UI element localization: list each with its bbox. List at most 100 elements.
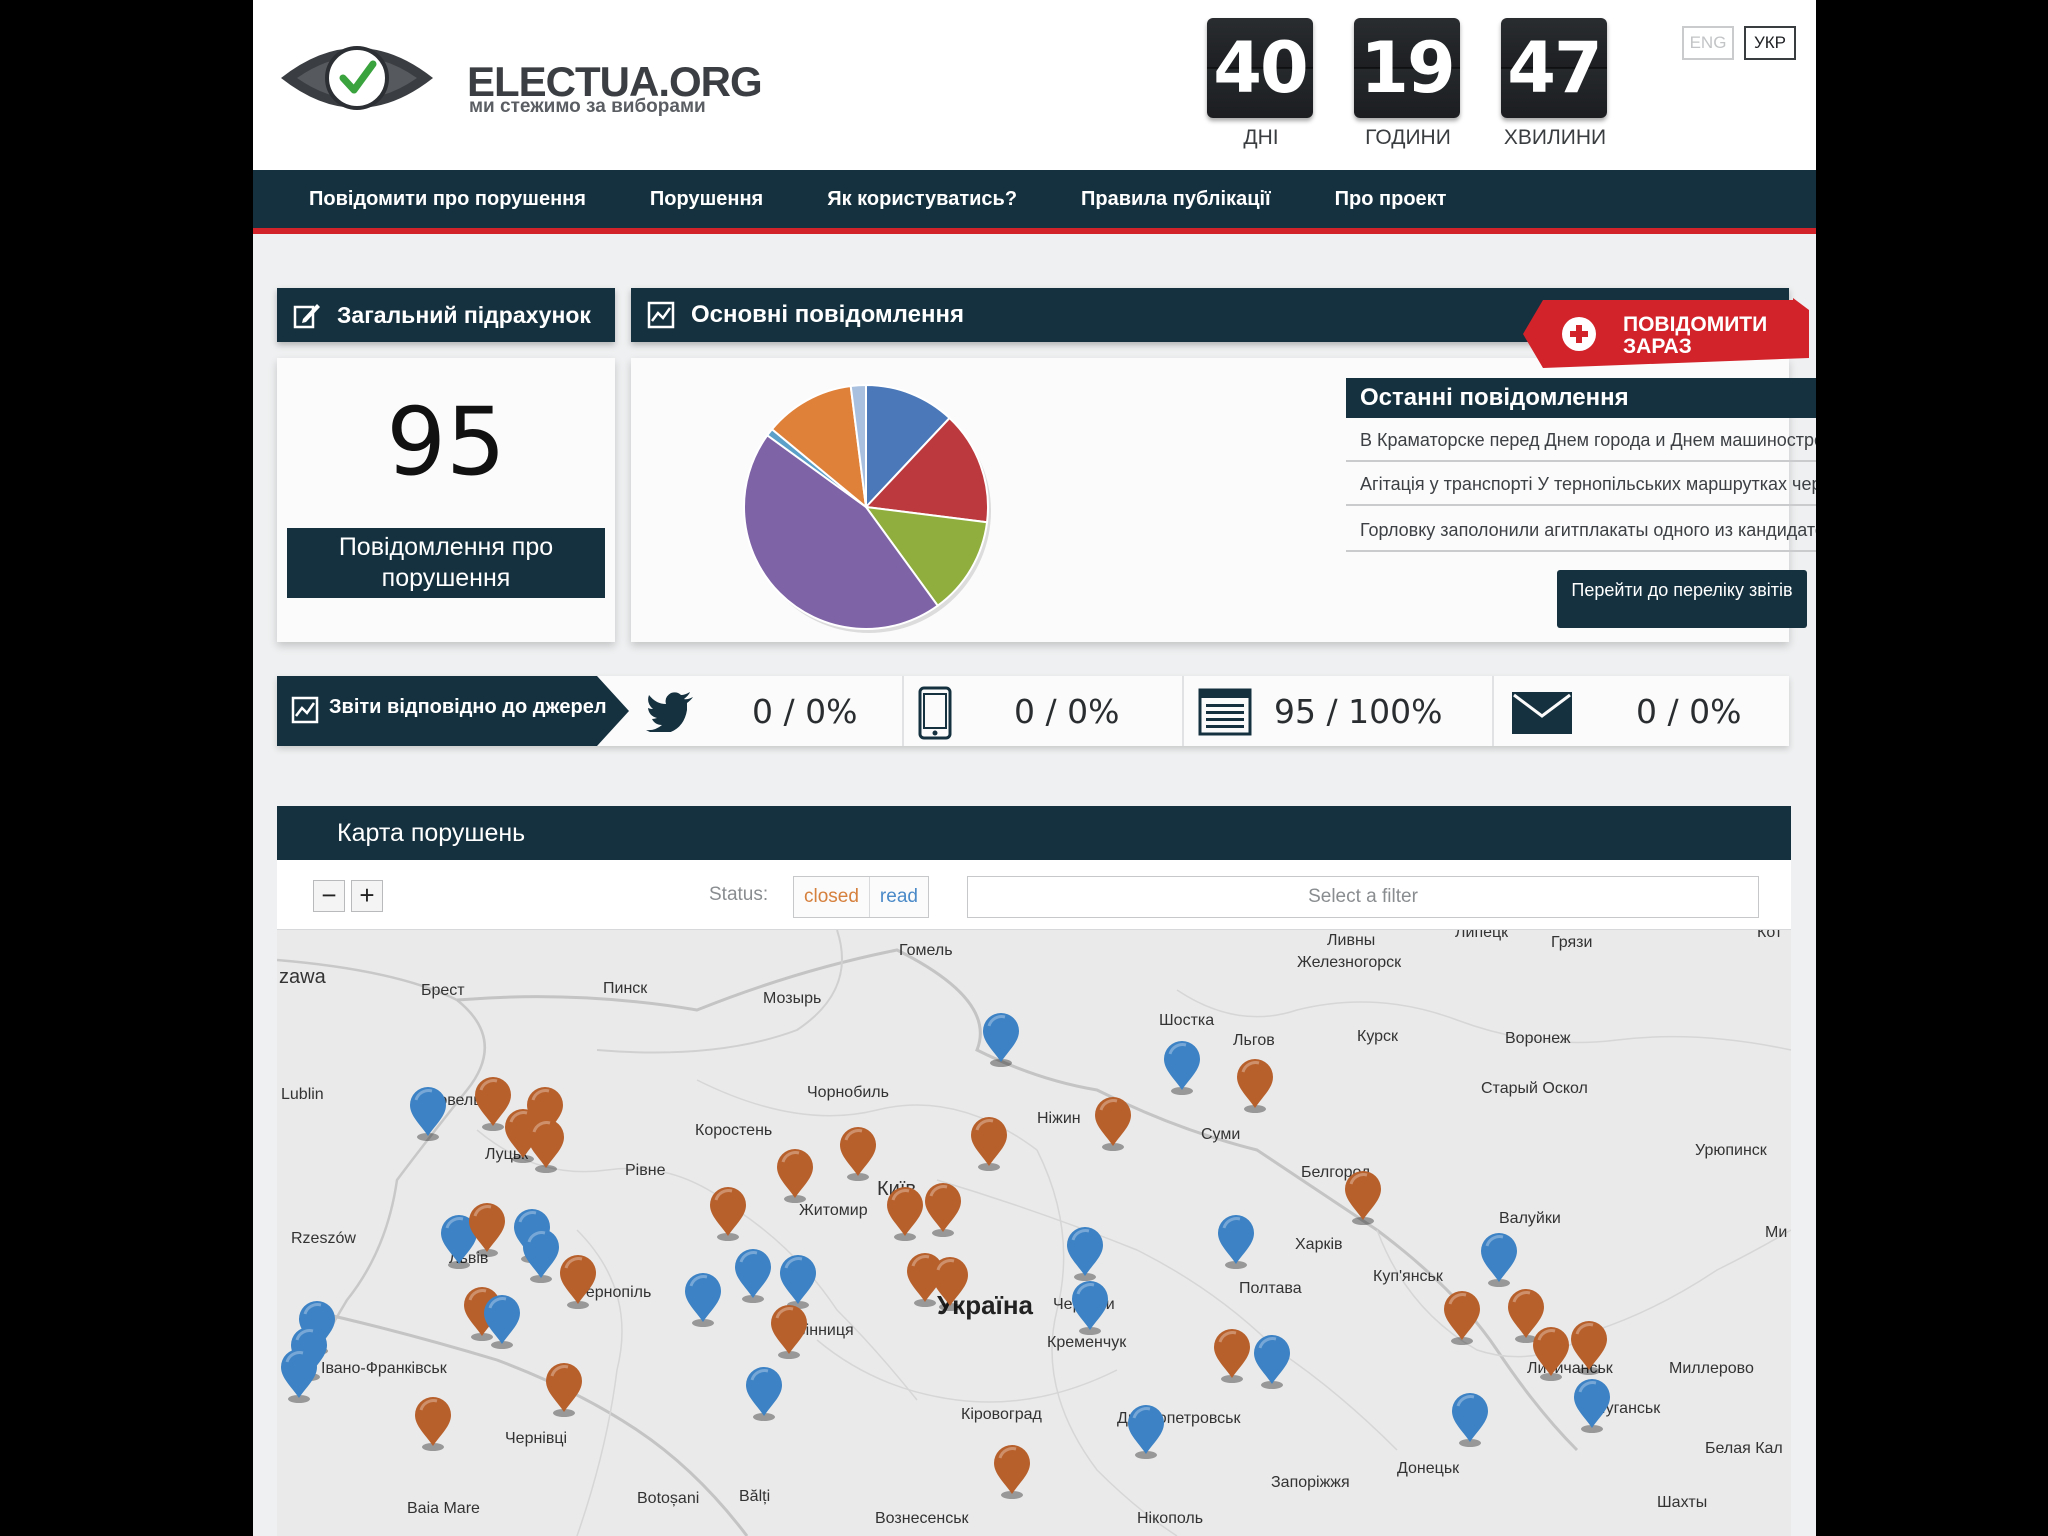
map-city-label: Baia Mare [407, 1500, 480, 1517]
total-panel-header: Загальний підрахунок [277, 288, 615, 342]
map-marker-read[interactable] [482, 1294, 522, 1350]
nav-publication-rules[interactable]: Правила публікації [1081, 187, 1271, 210]
map-marker-read[interactable] [1216, 1214, 1256, 1270]
map-pin-icon [1164, 1041, 1200, 1095]
map-marker-closed[interactable] [1531, 1326, 1571, 1382]
map-city-label: Рівне [625, 1162, 666, 1179]
map-city-label: Старый Оскол [1481, 1080, 1588, 1097]
violations-map[interactable]: zawa Брест Пинск Мозырь Гомель Ливны Лип… [277, 930, 1791, 1536]
sources-title-tab: Звіти відповідно до джерел [277, 676, 632, 746]
nav-violations[interactable]: Порушення [649, 187, 764, 210]
map-marker-closed[interactable] [969, 1116, 1009, 1172]
pie-slice[interactable] [743, 433, 940, 630]
zoom-in-button[interactable]: + [351, 880, 383, 912]
nav-report-violation[interactable]: Повідомити про порушення [309, 187, 586, 210]
pie-slice[interactable] [849, 383, 867, 508]
map-marker-closed[interactable] [1093, 1096, 1133, 1152]
nav-how-to-use[interactable]: Як користуватись? [827, 187, 1018, 210]
map-marker-closed[interactable] [708, 1186, 748, 1242]
map-marker-read[interactable] [408, 1086, 448, 1142]
map-marker-read[interactable] [279, 1348, 319, 1404]
map-city-label: Житомир [799, 1202, 868, 1219]
map-marker-closed[interactable] [923, 1182, 963, 1238]
map-marker-closed[interactable] [558, 1254, 598, 1310]
map-pin-icon [840, 1127, 876, 1181]
map-pin-icon [925, 1183, 961, 1237]
map-marker-closed[interactable] [992, 1444, 1032, 1500]
lang-eng-button[interactable]: ENG [1682, 26, 1734, 60]
map-marker-closed[interactable] [885, 1186, 925, 1242]
zoom-out-button[interactable]: − [313, 880, 345, 912]
map-pin-icon [1444, 1291, 1480, 1345]
map-marker-closed[interactable] [905, 1252, 945, 1308]
map-marker-read[interactable] [521, 1228, 561, 1284]
map-city-label: Воронеж [1505, 1030, 1571, 1047]
map-marker-read[interactable] [733, 1248, 773, 1304]
total-label[interactable]: Повідомлення про порушення [287, 528, 605, 598]
map-marker-read[interactable] [683, 1272, 723, 1328]
map-marker-closed[interactable] [1235, 1058, 1275, 1114]
map-city-label: Вознесенськ [875, 1510, 969, 1527]
site-logo[interactable]: ELECTUA.ORG ми стежимо за виборами [277, 28, 777, 128]
filter-select[interactable]: Select a filter [967, 876, 1759, 918]
source-twitter: 0 / 0% [632, 676, 862, 746]
map-marker-closed[interactable] [930, 1256, 970, 1312]
report-now-button[interactable]: ПОВІДОМИТИ ЗАРАЗ [1523, 298, 1813, 370]
map-marker-read[interactable] [1065, 1226, 1105, 1282]
pie-slice[interactable] [865, 383, 951, 510]
map-marker-closed[interactable] [1442, 1290, 1482, 1346]
map-marker-closed[interactable] [1343, 1170, 1383, 1226]
map-marker-read[interactable] [1479, 1232, 1519, 1288]
map-marker-closed[interactable] [473, 1076, 513, 1132]
status-read-option[interactable]: read [879, 886, 918, 907]
map-marker-closed[interactable] [769, 1304, 809, 1360]
map-marker-closed[interactable] [526, 1118, 566, 1174]
map-city-label: Bălți [739, 1488, 771, 1505]
map-pin-icon [1072, 1281, 1108, 1335]
map-city-label: Харків [1295, 1236, 1343, 1253]
nav-about[interactable]: Про проект [1334, 187, 1447, 210]
map-marker-read[interactable] [1070, 1280, 1110, 1336]
map-marker-read[interactable] [439, 1214, 479, 1270]
map-marker-closed[interactable] [413, 1396, 453, 1452]
map-marker-closed[interactable] [775, 1148, 815, 1204]
map-city-label: Курск [1357, 1028, 1399, 1045]
countdown-minutes-value: 47 [1501, 18, 1607, 118]
map-marker-closed[interactable] [1506, 1288, 1546, 1344]
pie-slice[interactable] [863, 505, 989, 608]
map-pin-icon [410, 1087, 446, 1141]
pie-slice[interactable] [770, 384, 868, 510]
view-reports-button[interactable]: Перейти до переліку звітів [1557, 570, 1807, 628]
map-marker-read[interactable] [744, 1366, 784, 1422]
map-city-label: Чорнобиль [807, 1084, 889, 1101]
map-pin-icon [475, 1077, 511, 1131]
map-city-label: Кременчук [1047, 1334, 1127, 1351]
map-marker-closed[interactable] [544, 1362, 584, 1418]
map-city-label: Вінниця [795, 1322, 854, 1339]
map-pin-icon [281, 1349, 317, 1403]
map-marker-read[interactable] [1126, 1404, 1166, 1460]
pie-slice[interactable] [863, 416, 989, 524]
status-closed-option[interactable]: closed [794, 877, 870, 917]
map-city-label: Пинск [603, 980, 648, 997]
latest-message-item[interactable]: В Краматорске перед Днем города и Днем м… [1346, 418, 1816, 462]
map-marker-read[interactable] [1450, 1392, 1490, 1448]
map-marker-read[interactable] [778, 1254, 818, 1310]
source-twitter-value: 0 / 0% [752, 692, 858, 731]
map-marker-read[interactable] [981, 1012, 1021, 1068]
map-marker-closed[interactable] [1212, 1328, 1252, 1384]
latest-message-item[interactable]: Агітація у транспорті У тернопільських м… [1346, 462, 1816, 506]
map-marker-read[interactable] [1572, 1378, 1612, 1434]
map-marker-closed[interactable] [1569, 1320, 1609, 1376]
lang-ukr-button[interactable]: УКР [1744, 26, 1796, 60]
latest-message-item[interactable]: Горловку заполонили агитплакаты одного и… [1346, 508, 1816, 552]
map-city-label: Липецк [1455, 930, 1509, 941]
map-marker-closed[interactable] [838, 1126, 878, 1182]
map-city-label: Белая Кал [1705, 1440, 1783, 1457]
map-marker-read[interactable] [1252, 1334, 1292, 1390]
map-pin-icon [932, 1257, 968, 1311]
map-marker-closed[interactable] [467, 1202, 507, 1258]
map-city-label: Чернівці [505, 1430, 568, 1447]
map-marker-read[interactable] [1162, 1040, 1202, 1096]
report-now-label: ПОВІДОМИТИ ЗАРАЗ [1623, 313, 1768, 358]
